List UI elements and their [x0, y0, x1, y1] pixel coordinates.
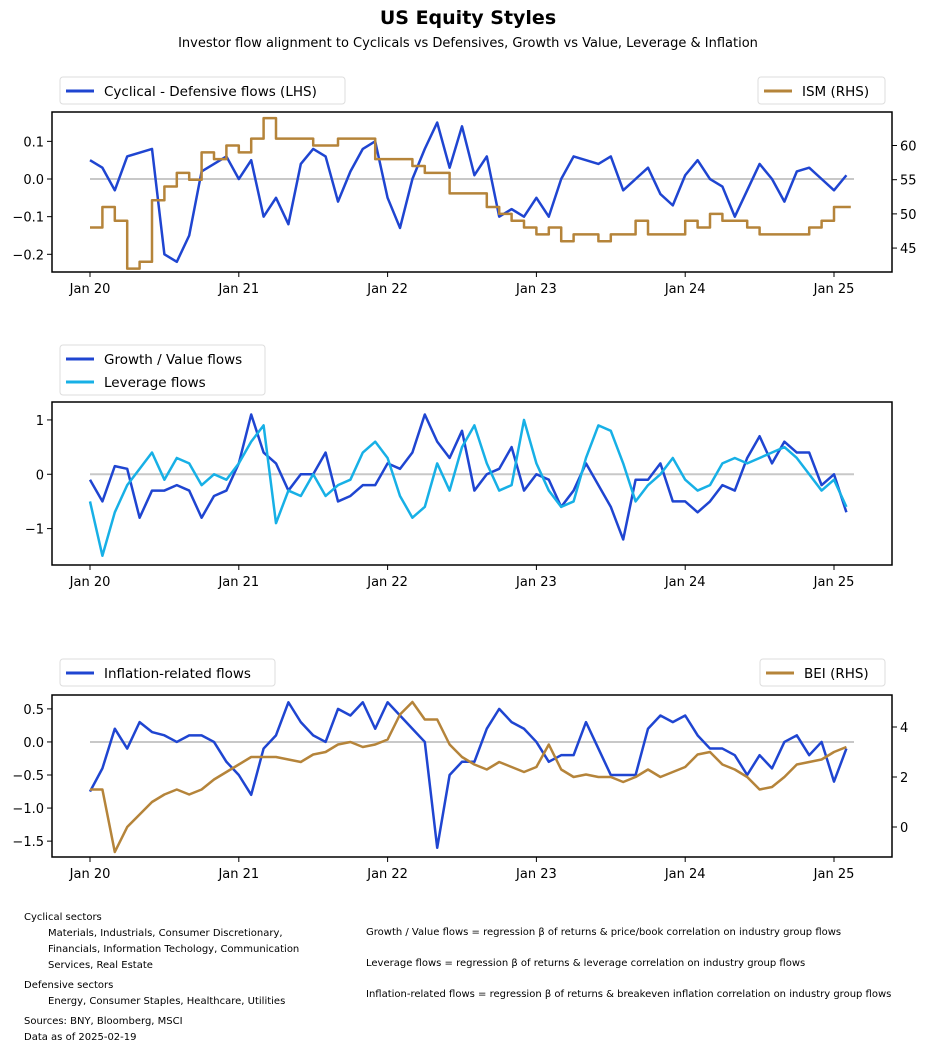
plot-frame: [51, 111, 893, 273]
y2-tick-label: 0: [900, 821, 908, 836]
cyclical-line: Materials, Industrials, Consumer Discret…: [48, 928, 283, 939]
y-tick-label: −0.1: [12, 211, 44, 226]
y-tick-label: 0.0: [23, 736, 44, 751]
legend: ISM (RHS): [757, 76, 886, 105]
y-tick-label: −1: [25, 523, 44, 538]
plot-frame: [51, 401, 893, 566]
panel-3: Jan 20 Jan 21 Jan 22 Jan 23 Jan 24 Jan 25 0.5 0…: [12, 658, 908, 882]
cyclical-line: Services, Real Estate: [48, 960, 153, 971]
x-tick-label: Jan 24: [664, 282, 706, 297]
data-as-of: Data as of 2025-02-19: [24, 1032, 137, 1043]
x-tick-label: Jan 25: [813, 575, 855, 590]
x-tick-label: Jan 24: [664, 575, 706, 590]
x-tick-label: Jan 22: [366, 575, 408, 590]
x-tick-label: Jan 20: [69, 282, 111, 297]
y-tick-label: −1.5: [12, 835, 44, 850]
legend-label: Growth / Value flows: [104, 352, 242, 368]
y2-tick-label: 60: [900, 140, 917, 155]
legend-label: Inflation-related flows: [104, 666, 251, 682]
y-tick-label: −0.5: [12, 769, 44, 784]
defensive-title: Defensive sectors: [24, 980, 114, 991]
definitions: Growth / Value flows = regression β of r…: [366, 925, 891, 1003]
x-tick-label: Jan 23: [515, 282, 557, 297]
y2-tick-label: 2: [900, 771, 908, 786]
x-tick-label: Jan 23: [515, 575, 557, 590]
definition-inflation: Inflation-related flows = regression β o…: [366, 989, 892, 1000]
x-tick-label: Jan 23: [515, 867, 557, 882]
legend: Inflation-related flows: [59, 658, 276, 687]
y-tick-label: 0.5: [23, 703, 44, 718]
chart-title: US Equity Styles: [380, 7, 556, 29]
series-line-bei-rhs-: [90, 700, 847, 854]
legend-label: Leverage flows: [104, 375, 206, 391]
legend-box: [759, 658, 886, 687]
legend: BEI (RHS): [759, 658, 886, 687]
legend-box: [757, 76, 886, 105]
series-line-cyclical-defensive-flows-lhs-: [89, 121, 848, 264]
x-tick-label: Jan 22: [366, 867, 408, 882]
y-tick-label: 0.1: [23, 135, 44, 150]
x-tick-label: Jan 24: [664, 867, 706, 882]
x-tick-label: Jan 25: [813, 282, 855, 297]
y2-tick-label: 50: [900, 208, 917, 223]
x-tick-label: Jan 21: [217, 867, 259, 882]
y2-tick-label: 45: [900, 242, 917, 257]
series-line-inflation-related-flows: [88, 701, 848, 849]
chart-subtitle: Investor flow alignment to Cyclicals vs …: [178, 36, 758, 51]
legend: Cyclical - Defensive flows (LHS): [59, 76, 346, 105]
x-tick-label: Jan 22: [366, 282, 408, 297]
legend-box: [59, 658, 276, 687]
x-tick-label: Jan 21: [217, 575, 259, 590]
legend-label: ISM (RHS): [802, 84, 869, 100]
series-line-growth-value-flows: [88, 413, 848, 541]
panel-1: Jan 20 Jan 21 Jan 22 Jan 23 Jan 24 Jan 25 0.1 0…: [12, 76, 917, 297]
panel-2: Jan 20 Jan 21 Jan 22 Jan 23 Jan 24 Jan 25 1 0 −1…: [25, 344, 893, 590]
y-tick-label: −1.0: [12, 802, 44, 817]
series-line-ism-rhs-: [90, 116, 851, 270]
definition-growth-value: Growth / Value flows = regression β of r…: [366, 927, 842, 938]
y2-tick-label: 4: [900, 721, 908, 736]
y2-tick-label: 55: [900, 174, 917, 189]
y-tick-label: 0.0: [23, 173, 44, 188]
y-tick-label: 0: [36, 468, 44, 483]
defensive-line: Energy, Consumer Staples, Healthcare, Ut…: [48, 996, 286, 1007]
cyclical-line: Financials, Information Techology, Commu…: [48, 944, 300, 955]
legend-box: [59, 344, 266, 396]
x-tick-label: Jan 20: [69, 867, 111, 882]
legend-label: Cyclical - Defensive flows (LHS): [104, 84, 317, 100]
legend-box: [59, 76, 346, 105]
legend-label: BEI (RHS): [804, 666, 869, 682]
y-tick-label: −0.2: [12, 248, 44, 263]
sector-notes: Cyclical sectors Materials, Industrials,…: [24, 910, 299, 1046]
sources: Sources: BNY, Bloomberg, MSCI: [24, 1016, 183, 1027]
definition-leverage: Leverage flows = regression β of returns…: [366, 958, 806, 969]
y-tick-label: 1: [36, 414, 44, 429]
x-tick-label: Jan 20: [69, 575, 111, 590]
plot-frame: [51, 694, 893, 858]
series-line-leverage-flows: [88, 418, 848, 558]
legend: Growth / Value flows Leverage flows: [59, 344, 266, 396]
x-tick-label: Jan 25: [813, 867, 855, 882]
cyclical-title: Cyclical sectors: [24, 912, 102, 923]
x-tick-label: Jan 21: [217, 282, 259, 297]
